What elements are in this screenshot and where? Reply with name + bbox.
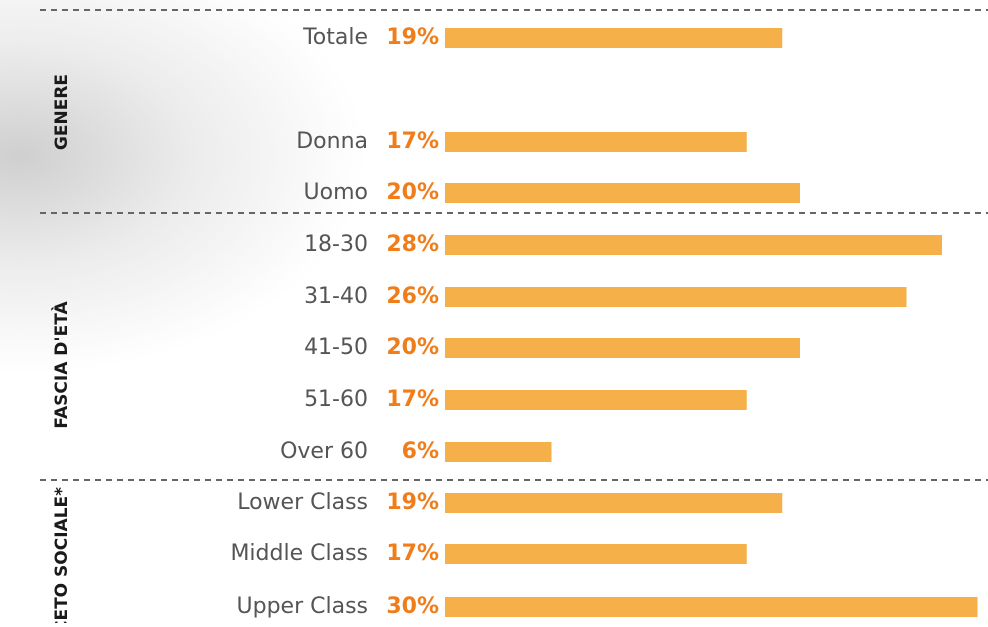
category-label: Middle Class [230, 541, 368, 566]
bar [445, 28, 783, 48]
bar [445, 493, 783, 513]
bar [445, 287, 907, 307]
group-label: FASCIA D'ETÀ [50, 301, 72, 429]
category-label: 31-40 [304, 284, 368, 309]
bar [445, 183, 800, 203]
bar [445, 597, 978, 617]
bar [445, 544, 747, 564]
value-label: 19% [386, 490, 439, 515]
value-label: 17% [386, 541, 439, 566]
bar [445, 235, 942, 255]
category-label: 18-30 [304, 232, 368, 257]
value-label: 26% [386, 284, 439, 309]
category-label: 51-60 [304, 387, 368, 412]
group-label: GENERE [52, 74, 72, 150]
value-label: 20% [386, 335, 439, 360]
category-label: Totale [302, 25, 368, 50]
category-label: 41-50 [304, 335, 368, 360]
value-label: 17% [386, 387, 439, 412]
category-label: Over 60 [280, 439, 368, 464]
bar [445, 390, 747, 410]
value-label: 6% [402, 439, 439, 464]
value-label: 28% [386, 232, 439, 257]
category-label: Donna [296, 129, 368, 154]
value-label: 20% [386, 180, 439, 205]
value-label: 19% [386, 25, 439, 50]
value-label: 30% [386, 594, 439, 619]
value-label: 17% [386, 129, 439, 154]
bar [445, 338, 800, 358]
category-label: Lower Class [237, 490, 368, 515]
group-label: CETO SOCIALE* [52, 487, 72, 623]
bar [445, 442, 552, 462]
category-label: Upper Class [237, 594, 368, 619]
category-label: Uomo [304, 180, 368, 205]
bar [445, 132, 747, 152]
